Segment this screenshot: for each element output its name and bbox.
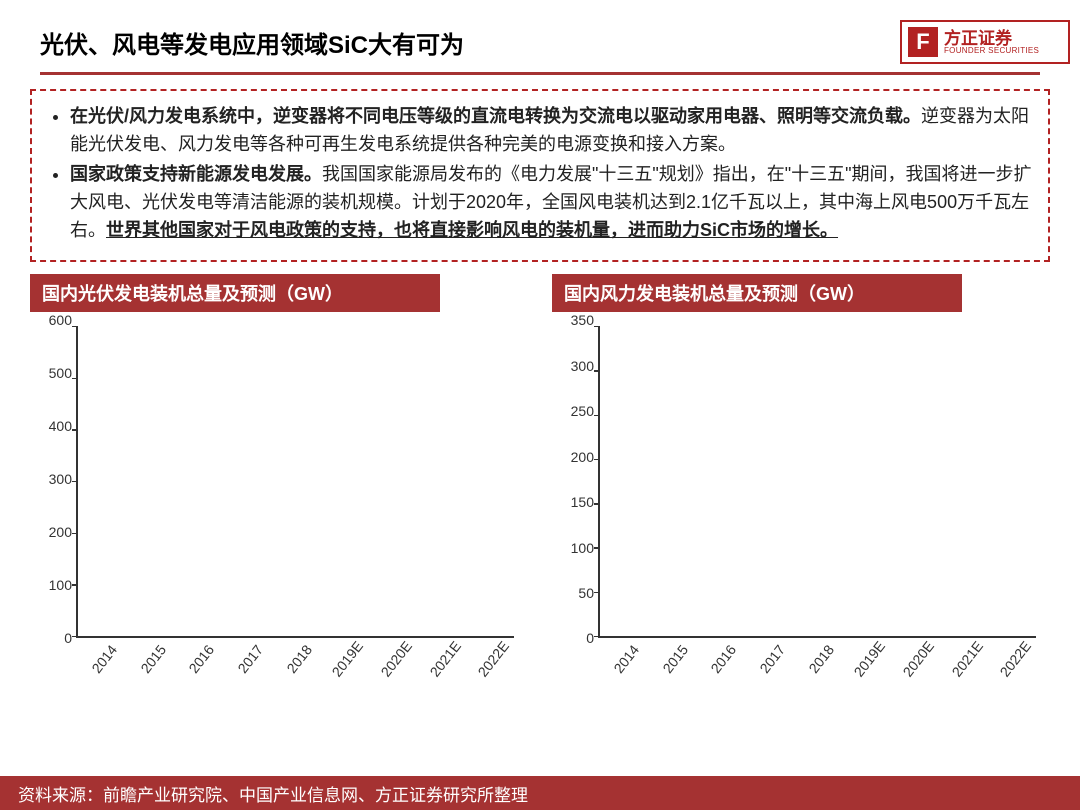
brand-logo: F 方正证券 FOUNDER SECURITIES <box>900 20 1070 64</box>
chart-wind-ytick: 0 <box>552 630 594 646</box>
chart-pv-ytick: 500 <box>30 365 72 381</box>
chart-wind-ytick: 350 <box>552 312 594 328</box>
chart-pv-ytick: 600 <box>30 312 72 328</box>
chart-wind-ytick: 100 <box>552 540 594 556</box>
chart-wind-ytick: 150 <box>552 494 594 510</box>
chart-wind-xlabel: 2022E <box>994 635 1065 705</box>
chart-pv-ytick: 400 <box>30 418 72 434</box>
logo-en: FOUNDER SECURITIES <box>944 47 1039 55</box>
chart-wind-ytick: 200 <box>552 449 594 465</box>
chart-pv-plot <box>76 326 514 638</box>
bullet-2-tail: 世界其他国家对于风电政策的支持，也将直接影响风电的装机量，进而助力SiC市场的增… <box>106 220 838 240</box>
chart-wind: 国内风力发电装机总量及预测（GW） 0501001502002503003502… <box>552 274 1050 690</box>
chart-wind-ytick: 300 <box>552 358 594 374</box>
chart-pv-ytick: 300 <box>30 471 72 487</box>
page-title: 光伏、风电等发电应用领域SiC大有可为 <box>40 25 464 60</box>
bullet-1-bold: 在光伏/风力发电系统中，逆变器将不同电压等级的直流电转换为交流电以驱动家用电器、… <box>70 106 921 126</box>
logo-mark-icon: F <box>908 27 938 57</box>
info-box: 在光伏/风力发电系统中，逆变器将不同电压等级的直流电转换为交流电以驱动家用电器、… <box>30 89 1050 262</box>
title-underline <box>40 72 1040 75</box>
chart-pv-ytick: 100 <box>30 577 72 593</box>
chart-pv: 国内光伏发电装机总量及预测（GW） 0100200300400500600201… <box>30 274 528 690</box>
bullet-2-bold: 国家政策支持新能源发电发展。 <box>70 164 322 184</box>
chart-pv-xlabel: 2022E <box>472 635 543 705</box>
logo-cn: 方正证券 <box>944 30 1039 47</box>
chart-wind-title: 国内风力发电装机总量及预测（GW） <box>552 274 962 312</box>
bullet-1: 在光伏/风力发电系统中，逆变器将不同电压等级的直流电转换为交流电以驱动家用电器、… <box>70 103 1032 159</box>
chart-pv-title: 国内光伏发电装机总量及预测（GW） <box>30 274 440 312</box>
chart-wind-plot <box>598 326 1036 638</box>
chart-pv-ytick: 0 <box>30 630 72 646</box>
chart-pv-ytick: 200 <box>30 524 72 540</box>
bullet-2: 国家政策支持新能源发电发展。我国国家能源局发布的《电力发展"十三五"规划》指出，… <box>70 161 1032 245</box>
footer-source: 资料来源：前瞻产业研究院、中国产业信息网、方正证券研究所整理 <box>0 776 1080 810</box>
chart-wind-ytick: 250 <box>552 403 594 419</box>
chart-wind-ytick: 50 <box>552 585 594 601</box>
